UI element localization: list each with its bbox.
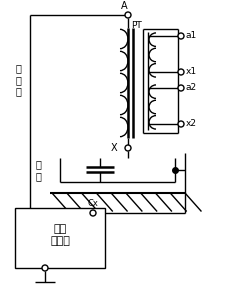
- Text: x2: x2: [186, 120, 197, 128]
- Text: a1: a1: [186, 32, 197, 41]
- Text: PT: PT: [131, 20, 142, 30]
- Text: Cx: Cx: [88, 199, 99, 208]
- Text: A: A: [121, 1, 127, 11]
- Text: 高
压
端: 高 压 端: [15, 63, 21, 97]
- Text: 介损
测试仪: 介损 测试仪: [50, 224, 70, 246]
- Text: 底
座: 底 座: [35, 159, 41, 181]
- Circle shape: [178, 121, 184, 127]
- Circle shape: [178, 85, 184, 91]
- Circle shape: [125, 145, 131, 151]
- Text: x1: x1: [186, 68, 197, 76]
- Text: X: X: [111, 143, 117, 153]
- Circle shape: [42, 265, 48, 271]
- Circle shape: [178, 69, 184, 75]
- Text: a2: a2: [186, 83, 197, 93]
- Circle shape: [90, 210, 96, 216]
- Circle shape: [178, 33, 184, 39]
- Bar: [15, 208, 105, 268]
- Circle shape: [125, 12, 131, 18]
